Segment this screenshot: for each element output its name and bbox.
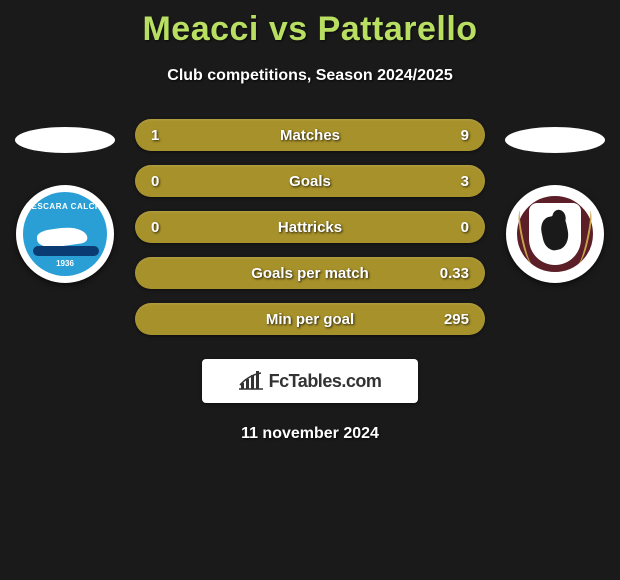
brand-text: FcTables.com (269, 371, 382, 392)
stat-label: Matches (280, 127, 340, 144)
stat-right-value: 295 (444, 311, 469, 328)
stat-label: Goals per match (251, 265, 369, 282)
stat-label: Goals (289, 173, 331, 190)
brand-box: FcTables.com (202, 359, 418, 403)
stat-right-value: 0.33 (440, 265, 469, 282)
stat-rows: 1 Matches 9 0 Goals 3 0 Hattricks 0 Goal… (135, 119, 485, 335)
stat-left-value: 1 (151, 127, 159, 144)
stat-right-value: 0 (461, 219, 469, 236)
stat-left-value: 0 (151, 173, 159, 190)
stat-label: Min per goal (266, 311, 354, 328)
stat-row-hattricks: 0 Hattricks 0 (135, 211, 485, 243)
page-title: Meacci vs Pattarello (142, 10, 477, 49)
stat-row-goals-per-match: Goals per match 0.33 (135, 257, 485, 289)
stat-left-value: 0 (151, 219, 159, 236)
stat-label: Hattricks (278, 219, 342, 236)
subtitle: Club competitions, Season 2024/2025 (167, 67, 452, 85)
stat-right-value: 3 (461, 173, 469, 190)
stats-block: 1 Matches 9 0 Goals 3 0 Hattricks 0 Goal… (0, 119, 620, 335)
infographic-container: Meacci vs Pattarello Club competitions, … (0, 0, 620, 580)
bar-chart-icon (239, 371, 263, 391)
stat-row-matches: 1 Matches 9 (135, 119, 485, 151)
stat-row-min-per-goal: Min per goal 295 (135, 303, 485, 335)
date-line: 11 november 2024 (241, 425, 379, 443)
stat-right-value: 9 (461, 127, 469, 144)
stat-row-goals: 0 Goals 3 (135, 165, 485, 197)
